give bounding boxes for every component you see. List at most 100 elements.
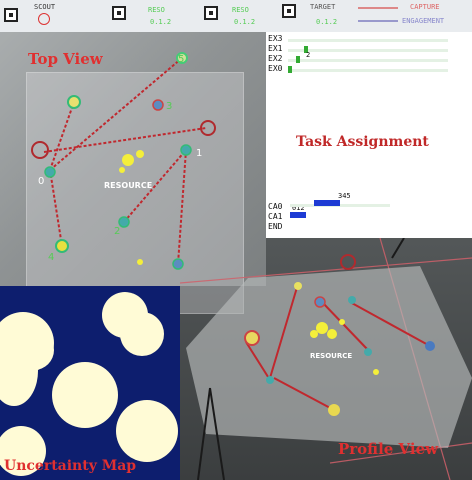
path-line bbox=[321, 301, 369, 351]
task-bar bbox=[314, 200, 340, 206]
robot-marker bbox=[364, 348, 372, 356]
aruco-marker-icon bbox=[4, 8, 18, 22]
floor-line bbox=[180, 257, 472, 284]
robot-marker bbox=[44, 166, 56, 178]
robot-label: 5 bbox=[178, 54, 184, 65]
task-row-value: 345 bbox=[338, 192, 351, 200]
robot-label: 1 bbox=[196, 148, 202, 159]
scout-label: SCOUT bbox=[34, 3, 56, 11]
robot-marker bbox=[176, 52, 188, 64]
task-track bbox=[288, 39, 448, 42]
team-b-sub: 0.1.2 bbox=[234, 18, 256, 26]
robot-marker bbox=[425, 341, 435, 351]
task-bar bbox=[290, 212, 306, 218]
robot-label: 3 bbox=[166, 101, 172, 112]
task-track bbox=[290, 204, 390, 207]
arena-board bbox=[26, 72, 244, 314]
task-row-label: END bbox=[268, 222, 283, 231]
uncertainty-blob bbox=[0, 336, 38, 406]
task-row-label: CA0 bbox=[268, 202, 283, 211]
scout-circle bbox=[31, 141, 49, 159]
task-track bbox=[288, 59, 448, 62]
engagement-label: ENGAGEMENT bbox=[402, 17, 445, 25]
capture-line-icon bbox=[358, 7, 398, 9]
robot-marker bbox=[119, 167, 125, 173]
task-row-value: 2 bbox=[306, 51, 311, 59]
robot-marker bbox=[339, 319, 345, 325]
task-row-value: 012 bbox=[292, 204, 305, 212]
path-line bbox=[245, 341, 271, 381]
capture-label: CAPTURE bbox=[410, 3, 440, 11]
task-bar bbox=[288, 66, 292, 73]
top-view-overlay: 0 1 2 3 4 5 RESOURCE bbox=[31, 52, 216, 270]
robot-marker bbox=[136, 150, 144, 158]
robot-marker bbox=[244, 330, 260, 346]
path-line bbox=[177, 149, 187, 265]
team-a-marker-icon bbox=[112, 6, 126, 20]
team-b-marker-icon bbox=[204, 6, 218, 20]
task-assignment-title: Task Assignment bbox=[296, 134, 429, 150]
robot-marker bbox=[266, 376, 274, 384]
task-row-label: EX1 bbox=[268, 44, 283, 53]
target-label: TARGET bbox=[310, 3, 336, 11]
path-line bbox=[49, 169, 63, 247]
team-a-sub: 0.1.2 bbox=[150, 18, 172, 26]
target-sub: 0.1.2 bbox=[316, 18, 338, 26]
task-track bbox=[288, 69, 448, 72]
path-line bbox=[349, 301, 431, 347]
top-view-panel: Top View 0 1 2 bbox=[0, 32, 266, 314]
uncertainty-map-panel: Uncertainty Map bbox=[0, 286, 180, 480]
path-line bbox=[269, 283, 299, 379]
path-line bbox=[49, 57, 183, 171]
task-row-label: EX3 bbox=[268, 34, 283, 43]
robot-marker bbox=[294, 282, 302, 290]
robot-marker bbox=[316, 322, 328, 334]
robot-marker bbox=[152, 99, 164, 111]
arena-board bbox=[186, 266, 472, 448]
robot-marker bbox=[328, 404, 340, 416]
robot-marker bbox=[55, 239, 69, 253]
robot-marker bbox=[348, 296, 356, 304]
legend-bar: SCOUT RESO 0.1.2 RESO 0.1.2 TARGET 0.1.2… bbox=[0, 0, 472, 32]
task-bar bbox=[296, 56, 300, 63]
task-row-label: EX0 bbox=[268, 64, 283, 73]
uncertainty-blob bbox=[0, 426, 46, 476]
scout-circle-icon bbox=[38, 13, 50, 25]
robot-label: 2 bbox=[114, 226, 120, 237]
tripod-leg bbox=[197, 387, 211, 480]
robot-marker bbox=[67, 95, 81, 109]
resource-label: RESOURCE bbox=[104, 181, 152, 190]
robot-marker bbox=[373, 369, 379, 375]
team-b-label: RESO bbox=[232, 6, 249, 14]
robot-marker bbox=[310, 330, 318, 338]
robot-marker bbox=[327, 329, 337, 339]
robot-marker bbox=[180, 144, 192, 156]
robot-label: 0 bbox=[38, 176, 44, 187]
resource-label: RESOURCE bbox=[310, 352, 352, 360]
uncertainty-blob bbox=[52, 362, 118, 428]
scout-circle bbox=[200, 120, 216, 136]
path-line bbox=[49, 101, 75, 171]
uncertainty-map-title: Uncertainty Map bbox=[4, 458, 137, 474]
tripod-leg bbox=[209, 387, 225, 480]
robot-marker bbox=[172, 258, 184, 270]
task-assignment-panel: EX3 EX1 EX2 EX0 2 Task Assignment CA0 CA… bbox=[266, 32, 472, 238]
path-line bbox=[273, 377, 335, 411]
task-bar bbox=[304, 46, 308, 53]
robot-marker bbox=[122, 154, 134, 166]
robot-marker bbox=[118, 216, 130, 228]
uncertainty-blob bbox=[120, 312, 164, 356]
team-a-label: RESO bbox=[148, 6, 165, 14]
task-row-label: CA1 bbox=[268, 212, 283, 221]
engagement-line-icon bbox=[358, 20, 398, 22]
robot-marker bbox=[314, 296, 326, 308]
task-track bbox=[288, 49, 448, 52]
path-line bbox=[123, 149, 187, 223]
tripod-leg bbox=[391, 238, 405, 259]
profile-view-title: Profile View bbox=[338, 440, 439, 458]
target-marker-icon bbox=[282, 4, 296, 18]
uncertainty-blob bbox=[116, 400, 178, 462]
path-line bbox=[43, 127, 207, 153]
scout-circle bbox=[340, 254, 356, 270]
task-row-label: EX2 bbox=[268, 54, 283, 63]
